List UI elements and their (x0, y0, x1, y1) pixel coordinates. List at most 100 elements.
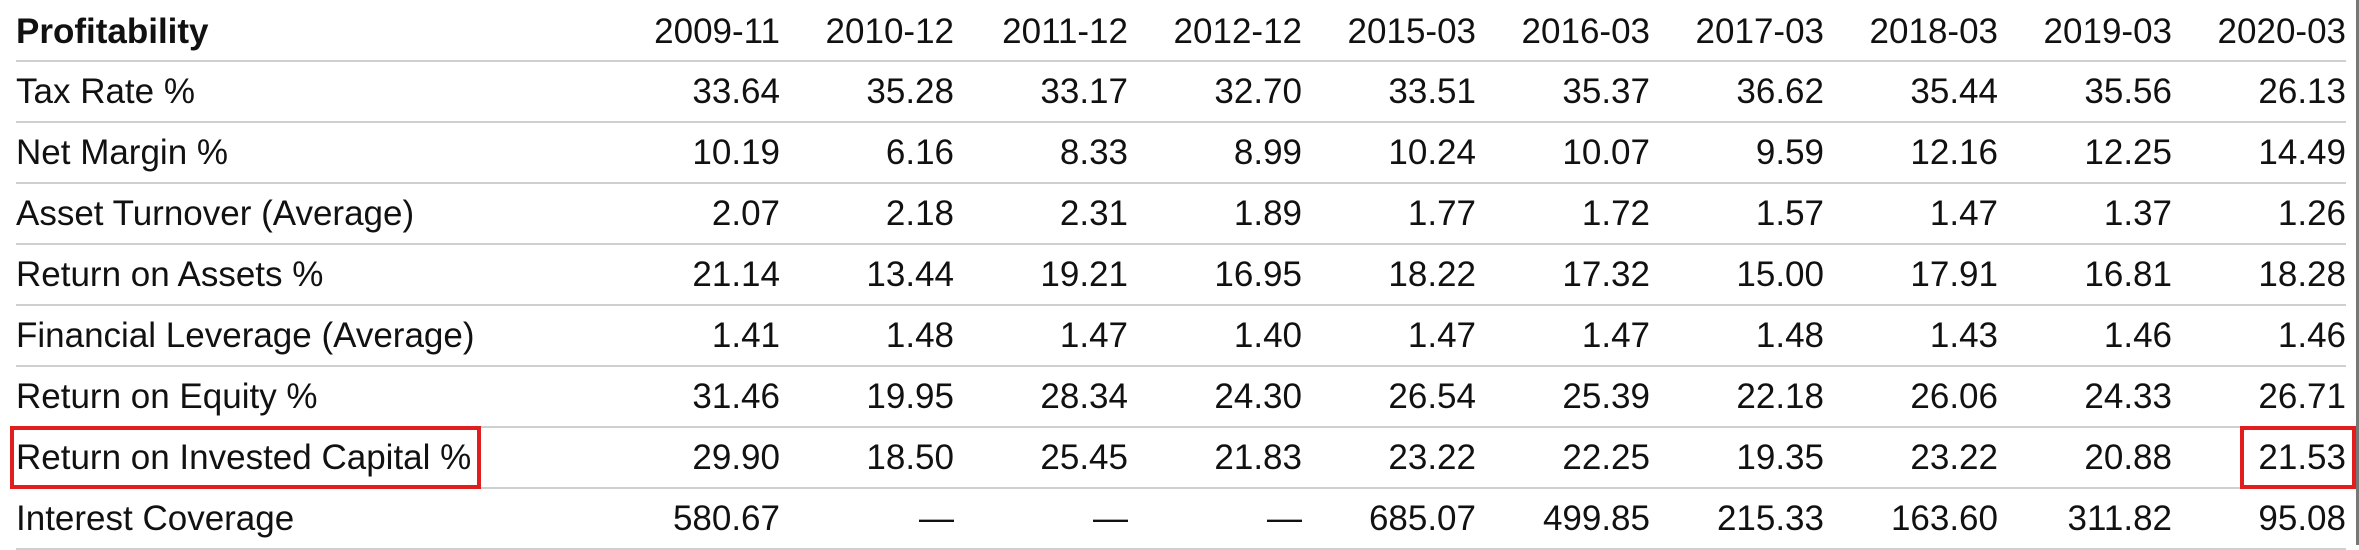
cell-value: 499.85 (1542, 499, 1650, 538)
highlighted-row-label: Return on Invested Capital % (9, 426, 482, 489)
table-cell: 24.33 (1998, 366, 2172, 428)
cell-value: 18.22 (1388, 255, 1476, 294)
table-cell: 36.62 (1650, 61, 1824, 123)
cell-value: 95.08 (2258, 499, 2346, 538)
table-cell: 1.89 (1128, 183, 1302, 245)
table-cell: 32.70 (1128, 61, 1302, 123)
cell-value: 1.43 (1929, 316, 1998, 355)
table-cell: 21.83 (1128, 427, 1302, 489)
cell-value: 16.81 (2084, 255, 2172, 294)
row-label: Interest Coverage (16, 499, 295, 538)
table-body: Tax Rate % 33.64 35.28 33.17 32.70 33.51 35.37… (9, 61, 2356, 550)
table-cell: 2.31 (954, 183, 1128, 245)
cell-value: 12.25 (2084, 133, 2172, 172)
cell-value: 6.16 (885, 133, 954, 172)
row-label: Return on Assets % (16, 255, 324, 294)
row-label-cell: Return on Invested Capital % (9, 426, 606, 489)
table-cell: 35.56 (1998, 61, 2172, 123)
profitability-table-container: Profitability 2009-11 2010-12 2011-12 20… (9, 2, 2356, 550)
cell-value: 23.22 (1388, 438, 1476, 477)
table-cell: 33.51 (1302, 61, 1476, 123)
table-cell: 1.47 (1476, 305, 1650, 367)
cell-value: 8.33 (1059, 133, 1128, 172)
cell-value: 33.17 (1040, 72, 1128, 111)
table-cell: 1.57 (1650, 183, 1824, 245)
table-cell: 35.28 (780, 61, 954, 123)
table-cell: 21.14 (606, 244, 780, 306)
row-label-cell: Asset Turnover (Average) (16, 183, 606, 245)
cell-value: 1.72 (1581, 194, 1650, 233)
cell-value: 2.18 (885, 194, 954, 233)
cell-value: — (1093, 499, 1128, 538)
cell-value: 32.70 (1214, 72, 1302, 111)
cell-value: 13.44 (866, 255, 954, 294)
row-label-cell: Return on Equity % (16, 366, 606, 428)
table-row: Interest Coverage 580.67 — — — 685.07 499.85 21… (16, 488, 2346, 550)
cell-value: 23.22 (1910, 438, 1998, 477)
table-cell: 1.47 (1824, 183, 1998, 245)
cell-value: 19.35 (1736, 438, 1824, 477)
table-cell: 1.43 (1824, 305, 1998, 367)
cell-value: 17.32 (1562, 255, 1650, 294)
row-label: Tax Rate % (16, 72, 195, 111)
table-cell: 13.44 (780, 244, 954, 306)
cell-value: 1.47 (1407, 316, 1476, 355)
cell-value: 1.47 (1929, 194, 1998, 233)
table-cell: 35.37 (1476, 61, 1650, 123)
table-cell: 19.21 (954, 244, 1128, 306)
table-cell: 8.99 (1128, 122, 1302, 184)
cell-value: 18.28 (2258, 255, 2346, 294)
cell-value: 26.13 (2258, 72, 2346, 111)
table-title: Profitability (16, 2, 606, 62)
cell-value: 1.26 (2277, 194, 2346, 233)
table-cell: 26.54 (1302, 366, 1476, 428)
cell-value: 33.64 (692, 72, 780, 111)
table-cell: 25.39 (1476, 366, 1650, 428)
column-header: 2019-03 (1998, 2, 2172, 62)
table-row: Financial Leverage (Average) 1.41 1.48 1.47… (16, 305, 2346, 367)
cell-value: 2.31 (1059, 194, 1128, 233)
table-cell: — (954, 488, 1128, 550)
cell-value: 163.60 (1890, 499, 1998, 538)
table-cell: 20.88 (1998, 427, 2172, 489)
table-cell: 26.71 (2172, 366, 2346, 428)
table-cell: 23.22 (1824, 427, 1998, 489)
cell-value: 21.83 (1214, 438, 1302, 477)
cell-value: 22.18 (1736, 377, 1824, 416)
table-cell: 19.95 (780, 366, 954, 428)
cell-value: 1.48 (885, 316, 954, 355)
table-cell: 35.44 (1824, 61, 1998, 123)
cell-value: 33.51 (1388, 72, 1476, 111)
table-cell: 6.16 (780, 122, 954, 184)
cell-value: 1.46 (2103, 316, 2172, 355)
table-cell: 1.48 (780, 305, 954, 367)
column-header: 2015-03 (1302, 2, 1476, 62)
table-cell: 1.48 (1650, 305, 1824, 367)
row-label: Asset Turnover (Average) (16, 194, 415, 233)
table-cell: 16.81 (1998, 244, 2172, 306)
table-cell: 19.35 (1650, 427, 1824, 489)
table-cell: 21.53 (2172, 426, 2356, 489)
cell-value: 17.91 (1910, 255, 1998, 294)
table-cell: 10.24 (1302, 122, 1476, 184)
cell-value: 12.16 (1910, 133, 1998, 172)
table-cell: 215.33 (1650, 488, 1824, 550)
cell-value: 1.37 (2103, 194, 2172, 233)
table-cell: 311.82 (1998, 488, 2172, 550)
cell-value: 14.49 (2258, 133, 2346, 172)
table-cell: 685.07 (1302, 488, 1476, 550)
table-row: Tax Rate % 33.64 35.28 33.17 32.70 33.51 35.37… (16, 61, 2346, 123)
table-row: Return on Equity % 31.46 19.95 28.34 24.30 26… (16, 366, 2346, 428)
table-cell: 28.34 (954, 366, 1128, 428)
table-cell: 16.95 (1128, 244, 1302, 306)
table-cell: 580.67 (606, 488, 780, 550)
cell-value: 25.39 (1562, 377, 1650, 416)
table-cell: 1.37 (1998, 183, 2172, 245)
table-cell: 1.77 (1302, 183, 1476, 245)
table-row: Net Margin % 10.19 6.16 8.33 8.99 10.24 10.07 9… (16, 122, 2346, 184)
table-cell: 18.28 (2172, 244, 2346, 306)
cell-value: 1.47 (1059, 316, 1128, 355)
cell-value: 10.07 (1562, 133, 1650, 172)
column-header: 2020-03 (2172, 2, 2346, 62)
table-cell: 24.30 (1128, 366, 1302, 428)
